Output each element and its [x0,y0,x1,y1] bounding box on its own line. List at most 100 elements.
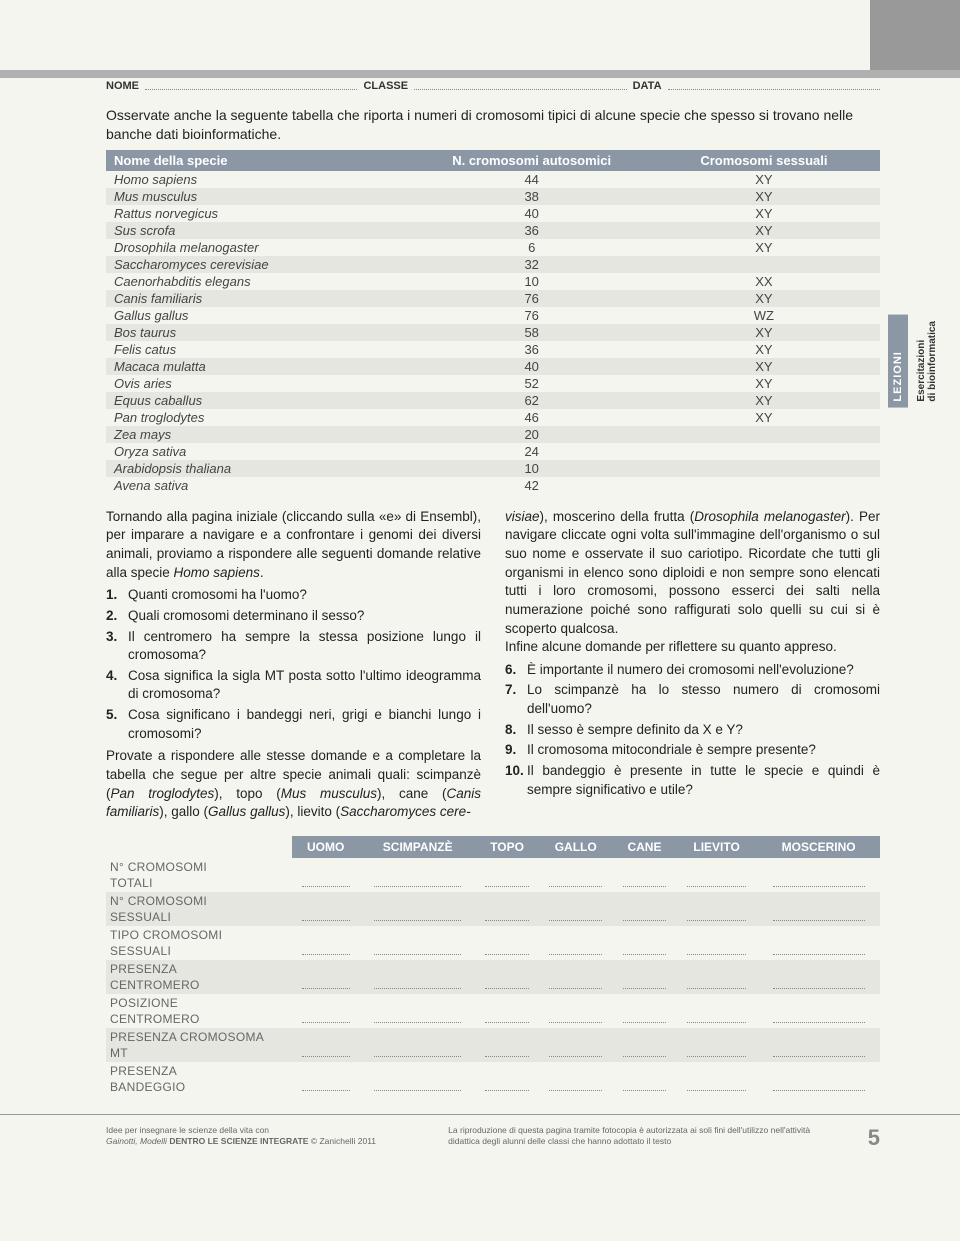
fill-cell[interactable] [292,874,360,892]
fill-cell[interactable] [476,976,538,994]
fill-cell[interactable] [538,1010,613,1028]
fill-cell[interactable] [292,1044,360,1062]
fill-cell[interactable] [676,874,757,892]
fill-cell[interactable] [476,908,538,926]
fill-cell[interactable] [676,1010,757,1028]
fill-cell[interactable] [757,1010,880,1028]
row-label-line1: PRESENZA [106,960,292,976]
fill-cell[interactable] [613,942,676,960]
fill-cell[interactable] [757,976,880,994]
table-cell: Mus musculus [106,188,416,205]
table-cell: XY [648,222,880,239]
fill-cell[interactable] [292,942,360,960]
fill-cell[interactable] [360,874,476,892]
table-cell: 46 [416,409,648,426]
questions-6-10: 6.È importante il numero dei cromosomi n… [505,661,880,799]
fill-cell[interactable] [538,976,613,994]
col-header: MOSCERINO [757,836,880,858]
nome-field[interactable] [145,80,357,90]
classe-field[interactable] [414,80,626,90]
table-row: BANDEGGIO [106,1078,880,1096]
fill-cell[interactable] [538,1044,613,1062]
fill-cell[interactable] [757,908,880,926]
table-cell: 24 [416,443,648,460]
table-cell: Bos taurus [106,324,416,341]
q4: 4.Cosa significa la sigla MT posta sotto… [106,667,481,704]
fillable-table-wrap: UOMOSCIMPANZÈTOPOGALLOCANELIEVITOMOSCERI… [106,836,880,1096]
table-row: Zea mays20 [106,426,880,443]
table-cell: 36 [416,341,648,358]
row-label-line2: CENTROMERO [106,1010,292,1028]
fill-cell[interactable] [476,942,538,960]
table-row: Saccharomyces cerevisiae32 [106,256,880,273]
fill-cell[interactable] [676,1044,757,1062]
table-cell [648,426,880,443]
table-cell: 42 [416,477,648,494]
fill-cell[interactable] [360,1078,476,1096]
fill-cell[interactable] [676,1078,757,1096]
fill-cell[interactable] [292,1010,360,1028]
table-row: Mus musculus38XY [106,188,880,205]
data-field[interactable] [668,80,880,90]
fill-cell[interactable] [757,874,880,892]
fill-cell[interactable] [360,1010,476,1028]
table-cell: Ovis aries [106,375,416,392]
fill-cell[interactable] [757,1078,880,1096]
fill-cell[interactable] [676,908,757,926]
table-row: Sus scrofa36XY [106,222,880,239]
fill-cell[interactable] [360,908,476,926]
fill-cell[interactable] [613,1044,676,1062]
fill-cell[interactable] [613,908,676,926]
fill-cell[interactable] [613,1078,676,1096]
table-row: PRESENZA [106,1062,880,1078]
table-row: Avena sativa42 [106,477,880,494]
intro-text: Osservate anche la seguente tabella che … [106,106,880,144]
fill-cell[interactable] [538,908,613,926]
q9: 9.Il cromosoma mitocondriale è sempre pr… [505,741,880,760]
fill-cell[interactable] [476,874,538,892]
fill-cell[interactable] [476,1078,538,1096]
col-header: CANE [613,836,676,858]
table-cell: XY [648,409,880,426]
fill-cell[interactable] [613,976,676,994]
fillable-table-header: UOMOSCIMPANZÈTOPOGALLOCANELIEVITOMOSCERI… [106,836,880,858]
table-cell: WZ [648,307,880,324]
row-label-line2: SESSUALI [106,908,292,926]
col-header: TOPO [476,836,538,858]
side-tabs: LEZIONI Esercitazioni di bioinformatica [888,315,942,408]
col-species: Nome della specie [106,150,416,171]
fill-cell[interactable] [613,1010,676,1028]
worksheet-page: NOME CLASSE DATA Osservate anche la segu… [0,0,960,1241]
main-content: Osservate anche la seguente tabella che … [0,98,960,1096]
table-row: Caenorhabditis elegans10XX [106,273,880,290]
table-cell: Pan troglodytes [106,409,416,426]
fill-cell[interactable] [757,1044,880,1062]
fill-cell[interactable] [360,1044,476,1062]
table-cell: Canis familiaris [106,290,416,307]
fill-cell[interactable] [538,942,613,960]
table-cell: Oryza sativa [106,443,416,460]
fill-cell[interactable] [538,874,613,892]
table-cell: Arabidopsis thaliana [106,460,416,477]
fill-cell[interactable] [292,1078,360,1096]
fill-cell[interactable] [676,942,757,960]
fill-cell[interactable] [360,942,476,960]
species-table-header: Nome della specie N. cromosomi autosomic… [106,150,880,171]
fill-cell[interactable] [613,874,676,892]
fill-cell[interactable] [538,1078,613,1096]
table-cell: 32 [416,256,648,273]
fill-cell[interactable] [757,942,880,960]
fill-cell[interactable] [292,908,360,926]
fill-cell[interactable] [476,1010,538,1028]
fill-cell[interactable] [676,976,757,994]
fill-cell[interactable] [360,976,476,994]
row-label-line1: POSIZIONE [106,994,292,1010]
col-header: UOMO [292,836,360,858]
table-row: Felis catus36XY [106,341,880,358]
row-label-line2: SESSUALI [106,942,292,960]
table-cell: XY [648,375,880,392]
page-footer: Idee per insegnare le scienze della vita… [0,1114,960,1171]
fill-cell[interactable] [292,976,360,994]
fill-cell[interactable] [476,1044,538,1062]
table-row: Gallus gallus76WZ [106,307,880,324]
